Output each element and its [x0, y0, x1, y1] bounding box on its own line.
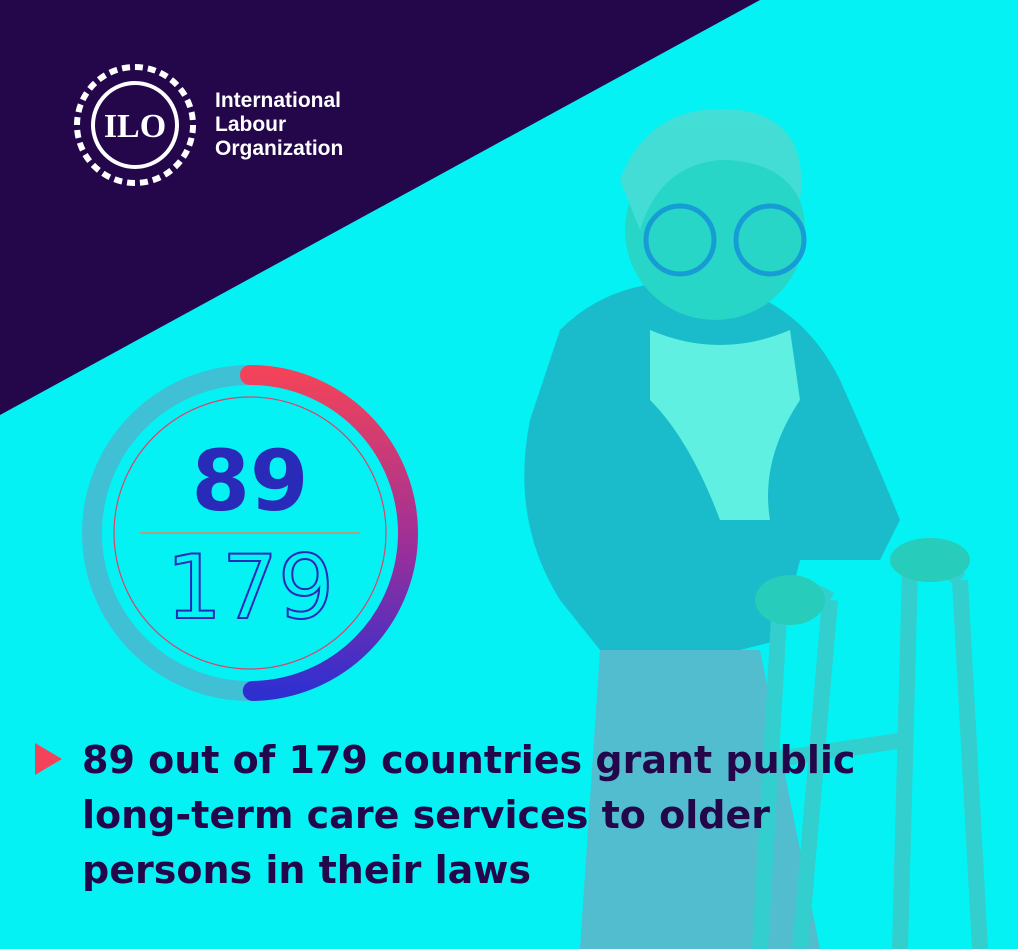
emblem-ring: [91, 81, 179, 169]
stat-total: 179: [166, 536, 334, 639]
emblem-wreath: [74, 64, 196, 186]
illustration: [524, 108, 988, 949]
logo: ILO International Labour Organization: [74, 64, 343, 186]
ring-arc: [240, 365, 419, 701]
caption-line: long-term care services to older: [82, 793, 770, 837]
org-name: Labour: [215, 113, 286, 136]
ring-gauge: 89 179: [82, 365, 419, 701]
emblem-text: ILO: [104, 108, 166, 145]
inner-ring: [113, 396, 387, 670]
stat-value: 89: [192, 432, 309, 530]
caption-line: persons in their laws: [82, 848, 531, 892]
org-name: Organization: [215, 137, 343, 160]
caption-line: 89 out of 179 countries grant public: [82, 738, 855, 782]
bullet-arrow: [35, 743, 62, 775]
org-name: International: [215, 89, 341, 112]
